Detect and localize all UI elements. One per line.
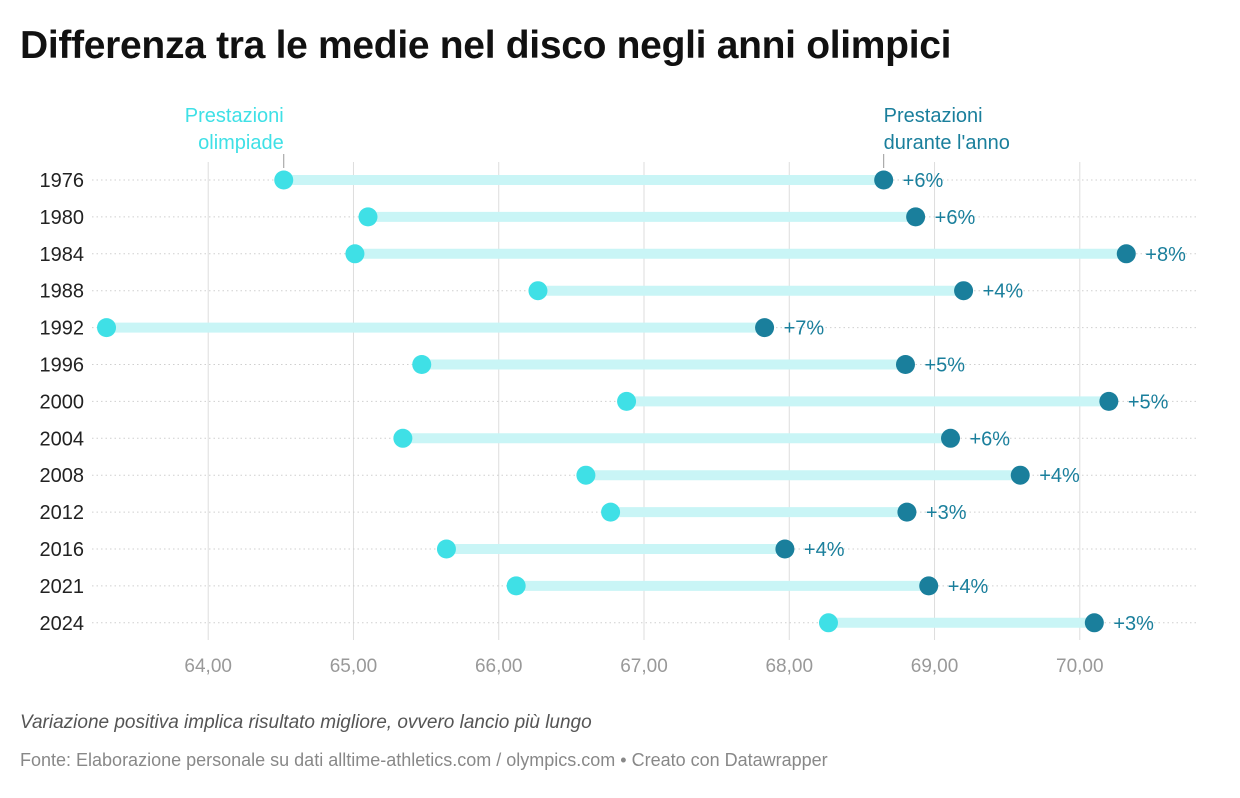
- source-separator: •: [615, 750, 632, 770]
- dot-layer: [97, 170, 1136, 633]
- season-series-label: Prestazioni: [884, 105, 983, 127]
- olympic-dot: [358, 207, 378, 227]
- olympic-dot: [274, 170, 294, 190]
- olympic-dot: [601, 502, 621, 522]
- season-dot: [1116, 244, 1136, 264]
- change-label: +7%: [784, 318, 825, 340]
- change-label: +4%: [1039, 465, 1080, 487]
- season-dot: [941, 428, 961, 448]
- change-label: +6%: [903, 170, 944, 192]
- chart-source: Fonte: Elaborazione personale su dati al…: [20, 750, 828, 771]
- season-dot: [897, 502, 917, 522]
- olympic-dot: [528, 281, 548, 301]
- season-dot: [1010, 465, 1030, 485]
- olympic-series-label: olimpiade: [198, 132, 284, 154]
- year-label: 2004: [40, 428, 85, 450]
- change-label: +3%: [1113, 613, 1154, 635]
- olympic-dot: [97, 318, 117, 338]
- olympic-dot: [818, 613, 838, 633]
- x-tick-label: 64,00: [184, 656, 232, 677]
- change-label: +4%: [983, 281, 1024, 303]
- year-label: 1996: [40, 355, 85, 377]
- olympic-series-label: Prestazioni: [185, 105, 284, 127]
- year-label: 1984: [40, 244, 85, 266]
- year-label: 2012: [40, 502, 85, 524]
- season-dot: [954, 281, 974, 301]
- olympic-dot: [617, 391, 637, 411]
- x-tick-label: 70,00: [1056, 656, 1104, 677]
- source-credit: Creato con Datawrapper: [631, 750, 828, 770]
- season-dot: [874, 170, 894, 190]
- year-label: 2016: [40, 539, 85, 561]
- x-tick-label: 68,00: [765, 656, 813, 677]
- change-label: +6%: [970, 428, 1011, 450]
- change-label: +4%: [804, 539, 845, 561]
- change-label: +5%: [924, 355, 965, 377]
- year-label: 2024: [40, 613, 85, 635]
- season-dot: [906, 207, 926, 227]
- year-label: 2000: [40, 391, 85, 413]
- olympic-dot: [412, 355, 432, 374]
- x-tick-label: 65,00: [330, 656, 378, 677]
- year-label: 2008: [40, 465, 85, 487]
- connector-layer: [106, 175, 1127, 628]
- change-label: +4%: [948, 576, 989, 598]
- year-label: 1988: [40, 281, 85, 303]
- year-label: 1992: [40, 318, 85, 340]
- olympic-dot: [345, 244, 365, 264]
- x-tick-label: 69,00: [911, 656, 959, 677]
- olympic-dot: [506, 576, 526, 596]
- season-dot: [775, 539, 795, 559]
- season-series-label: durante l'anno: [884, 132, 1010, 154]
- season-dot: [895, 355, 915, 374]
- change-label: +3%: [926, 502, 967, 524]
- year-label: 1980: [40, 207, 85, 229]
- x-tick-label: 67,00: [620, 656, 668, 677]
- olympic-dot: [576, 465, 596, 485]
- label-layer: 64,00 65,00 66,00 67,00 68,00 69,00 70,00 1976 +…: [40, 170, 1187, 677]
- dot-range-chart: Prestazioni olimpiade Prestazioni durante l…: [40, 105, 1196, 677]
- year-label: 2021: [40, 576, 85, 598]
- chart-notes: Variazione positiva implica risultato mi…: [20, 712, 592, 733]
- season-dot: [919, 576, 939, 596]
- season-dot: [1099, 391, 1119, 411]
- olympic-dot: [393, 428, 413, 448]
- change-label: +5%: [1128, 391, 1169, 413]
- change-label: +8%: [1145, 244, 1186, 266]
- season-dot: [1084, 613, 1104, 633]
- year-label: 1976: [40, 170, 85, 192]
- olympic-dot: [436, 539, 456, 559]
- source-text: Fonte: Elaborazione personale su dati al…: [20, 750, 616, 770]
- chart-title: Differenza tra le medie nel disco negli …: [20, 24, 952, 67]
- series-annotation-layer: Prestazioni olimpiade Prestazioni durante l…: [185, 105, 1010, 168]
- x-tick-label: 66,00: [475, 656, 523, 677]
- change-label: +6%: [935, 207, 976, 229]
- season-dot: [755, 318, 775, 338]
